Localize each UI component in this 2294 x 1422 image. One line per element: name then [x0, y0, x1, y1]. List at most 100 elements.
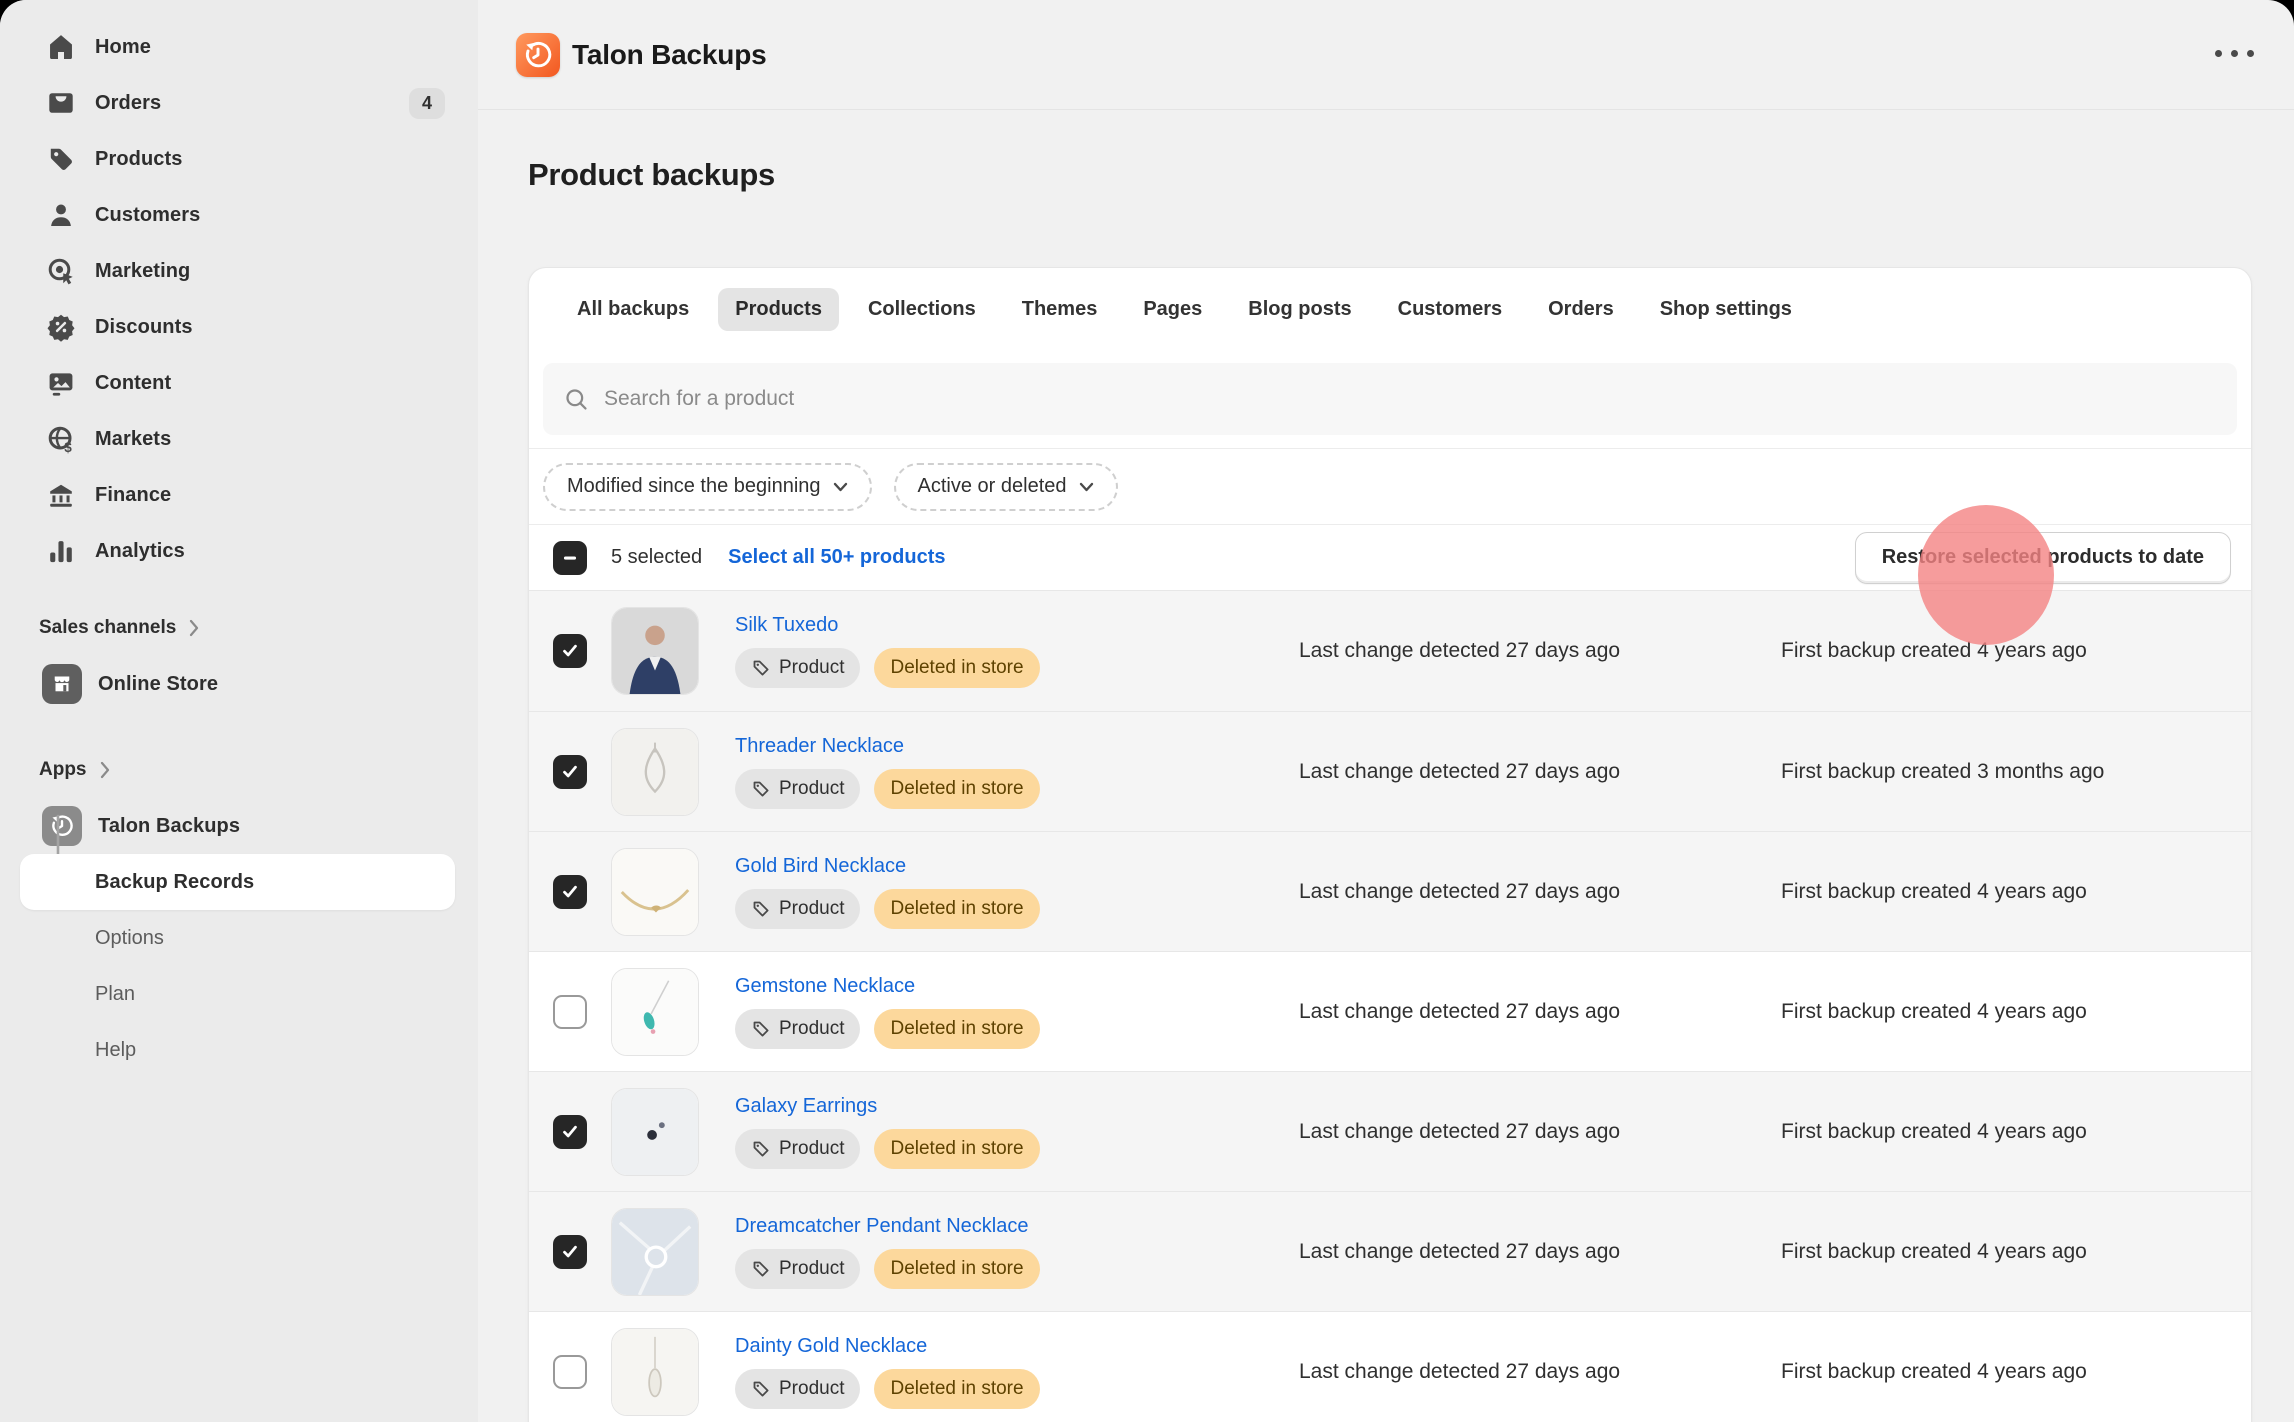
product-thumbnail — [611, 967, 699, 1056]
filter-label: Active or deleted — [917, 475, 1067, 497]
table-row: Threader Necklace Product Deleted in sto… — [529, 711, 2251, 831]
sidebar-item-finance[interactable]: Finance — [0, 467, 478, 523]
sidebar-item-label: Discounts — [95, 315, 193, 338]
sidebar-item-marketing[interactable]: Marketing — [0, 243, 478, 299]
last-change-text: Last change detected 27 days ago — [1299, 879, 1621, 903]
tab-all-backups[interactable]: All backups — [560, 288, 706, 331]
type-badge: Product — [735, 1128, 861, 1169]
first-backup-text: First backup created 4 years ago — [1781, 1359, 2087, 1383]
table-row: Gold Bird Necklace Product Deleted in st… — [529, 831, 2251, 951]
tag-icon — [753, 901, 769, 916]
product-thumbnail — [611, 847, 699, 936]
orders-count-badge: 4 — [408, 87, 445, 119]
sidebar-item-products[interactable]: Products — [0, 131, 478, 187]
filters-bar: Modified since the beginning Active or d… — [529, 448, 2251, 524]
product-link[interactable]: Gold Bird Necklace — [735, 854, 907, 877]
home-icon — [46, 32, 76, 62]
sidebar-item-label: Backup Records — [95, 870, 255, 893]
search-placeholder: Search for a product — [604, 387, 795, 410]
last-change-text: Last change detected 27 days ago — [1299, 759, 1621, 783]
search-input[interactable]: Search for a product — [543, 363, 2237, 435]
tab-customers[interactable]: Customers — [1381, 288, 1519, 331]
filter-modified-since[interactable]: Modified since the beginning — [543, 462, 872, 511]
type-badge: Product — [735, 888, 861, 929]
type-badge: Product — [735, 1368, 861, 1409]
sidebar-item-label: Finance — [95, 483, 172, 506]
sidebar-item-markets[interactable]: $ Markets — [0, 411, 478, 467]
sidebar-item-label: Markets — [95, 427, 172, 450]
tag-icon — [753, 781, 769, 796]
tag-icon — [753, 1261, 769, 1276]
type-badge: Product — [735, 768, 861, 809]
tag-icon — [753, 1141, 769, 1156]
product-link[interactable]: Silk Tuxedo — [735, 614, 839, 636]
sidebar-item-label: Home — [95, 35, 151, 58]
status-badge: Deleted in store — [874, 1008, 1040, 1049]
selected-count: 5 selected — [611, 546, 703, 568]
last-change-text: Last change detected 27 days ago — [1299, 1119, 1621, 1143]
tab-orders[interactable]: Orders — [1531, 288, 1631, 331]
page-title: Product backups — [528, 157, 775, 192]
chevron-down-icon — [833, 482, 847, 491]
sidebar-item-online-store[interactable]: Online Store — [0, 656, 478, 712]
last-change-text: Last change detected 27 days ago — [1299, 999, 1621, 1023]
first-backup-text: First backup created 4 years ago — [1781, 639, 2087, 662]
tab-collections[interactable]: Collections — [851, 288, 993, 331]
first-backup-text: First backup created 4 years ago — [1781, 879, 2087, 903]
sidebar-item-options[interactable]: Options — [95, 926, 164, 949]
sidebar-item-label: Talon Backups — [98, 814, 241, 837]
tab-products[interactable]: Products — [718, 288, 839, 331]
sidebar-item-customers[interactable]: Customers — [0, 187, 478, 243]
app-title: Talon Backups — [572, 38, 767, 70]
last-change-text: Last change detected 27 days ago — [1299, 1239, 1621, 1263]
row-checkbox[interactable] — [553, 634, 587, 668]
restore-selected-button[interactable]: Restore selected products to date — [1854, 531, 2231, 584]
sidebar-section-apps[interactable]: Apps — [0, 742, 478, 798]
table-row: Galaxy Earrings Product Deleted in store… — [529, 1071, 2251, 1191]
sidebar-item-plan[interactable]: Plan — [95, 982, 136, 1005]
first-backup-text: First backup created 4 years ago — [1781, 999, 2087, 1023]
row-checkbox[interactable] — [553, 994, 587, 1029]
product-link[interactable]: Gemstone Necklace — [735, 974, 916, 997]
sidebar-section-sales-channels[interactable]: Sales channels — [0, 600, 478, 656]
type-badge: Product — [735, 1248, 861, 1289]
row-checkbox[interactable] — [553, 1234, 587, 1269]
sidebar-item-help[interactable]: Help — [95, 1038, 137, 1061]
filter-label: Modified since the beginning — [567, 475, 821, 497]
filter-active-or-deleted[interactable]: Active or deleted — [893, 462, 1118, 511]
row-checkbox[interactable] — [553, 1354, 587, 1389]
tab-blog-posts[interactable]: Blog posts — [1231, 288, 1368, 331]
sidebar-item-discounts[interactable]: Discounts — [0, 299, 478, 355]
tab-pages[interactable]: Pages — [1126, 288, 1219, 331]
more-options-button[interactable] — [2209, 44, 2260, 63]
sidebar-item-label: Orders — [95, 91, 162, 114]
tab-shop-settings[interactable]: Shop settings — [1643, 288, 1809, 331]
row-checkbox[interactable] — [553, 874, 587, 909]
select-all-checkbox[interactable] — [553, 540, 587, 575]
sidebar-item-backup-records[interactable]: Backup Records — [20, 854, 455, 910]
row-checkbox[interactable] — [553, 1114, 587, 1149]
chevron-right-icon — [100, 761, 109, 779]
product-link[interactable]: Dreamcatcher Pendant Necklace — [735, 1214, 1029, 1237]
sidebar-item-content[interactable]: Content — [0, 355, 478, 411]
main-content: Talon Backups Product backups All backup… — [478, 0, 2294, 1422]
select-all-link[interactable]: Select all 50+ products — [728, 546, 946, 568]
sidebar-item-home[interactable]: Home — [0, 19, 478, 75]
sidebar-item-analytics[interactable]: Analytics — [0, 523, 478, 579]
row-checkbox[interactable] — [553, 754, 587, 789]
svg-text:$: $ — [64, 440, 72, 454]
product-link[interactable]: Threader Necklace — [735, 734, 904, 757]
sidebar-item-talon-backups[interactable]: Talon Backups — [0, 798, 478, 854]
target-icon — [46, 256, 76, 286]
tab-themes[interactable]: Themes — [1005, 288, 1115, 331]
table-row: Dreamcatcher Pendant Necklace Product De… — [529, 1191, 2251, 1311]
product-link[interactable]: Dainty Gold Necklace — [735, 1334, 928, 1357]
bar-chart-icon — [46, 536, 76, 566]
product-link[interactable]: Galaxy Earrings — [735, 1094, 878, 1117]
chevron-down-icon — [1079, 482, 1093, 491]
selection-bar: 5 selected Select all 50+ products Resto… — [529, 524, 2251, 591]
sidebar-item-orders[interactable]: Orders 4 — [0, 75, 478, 131]
product-thumbnail — [611, 1087, 699, 1176]
image-icon — [46, 368, 76, 398]
